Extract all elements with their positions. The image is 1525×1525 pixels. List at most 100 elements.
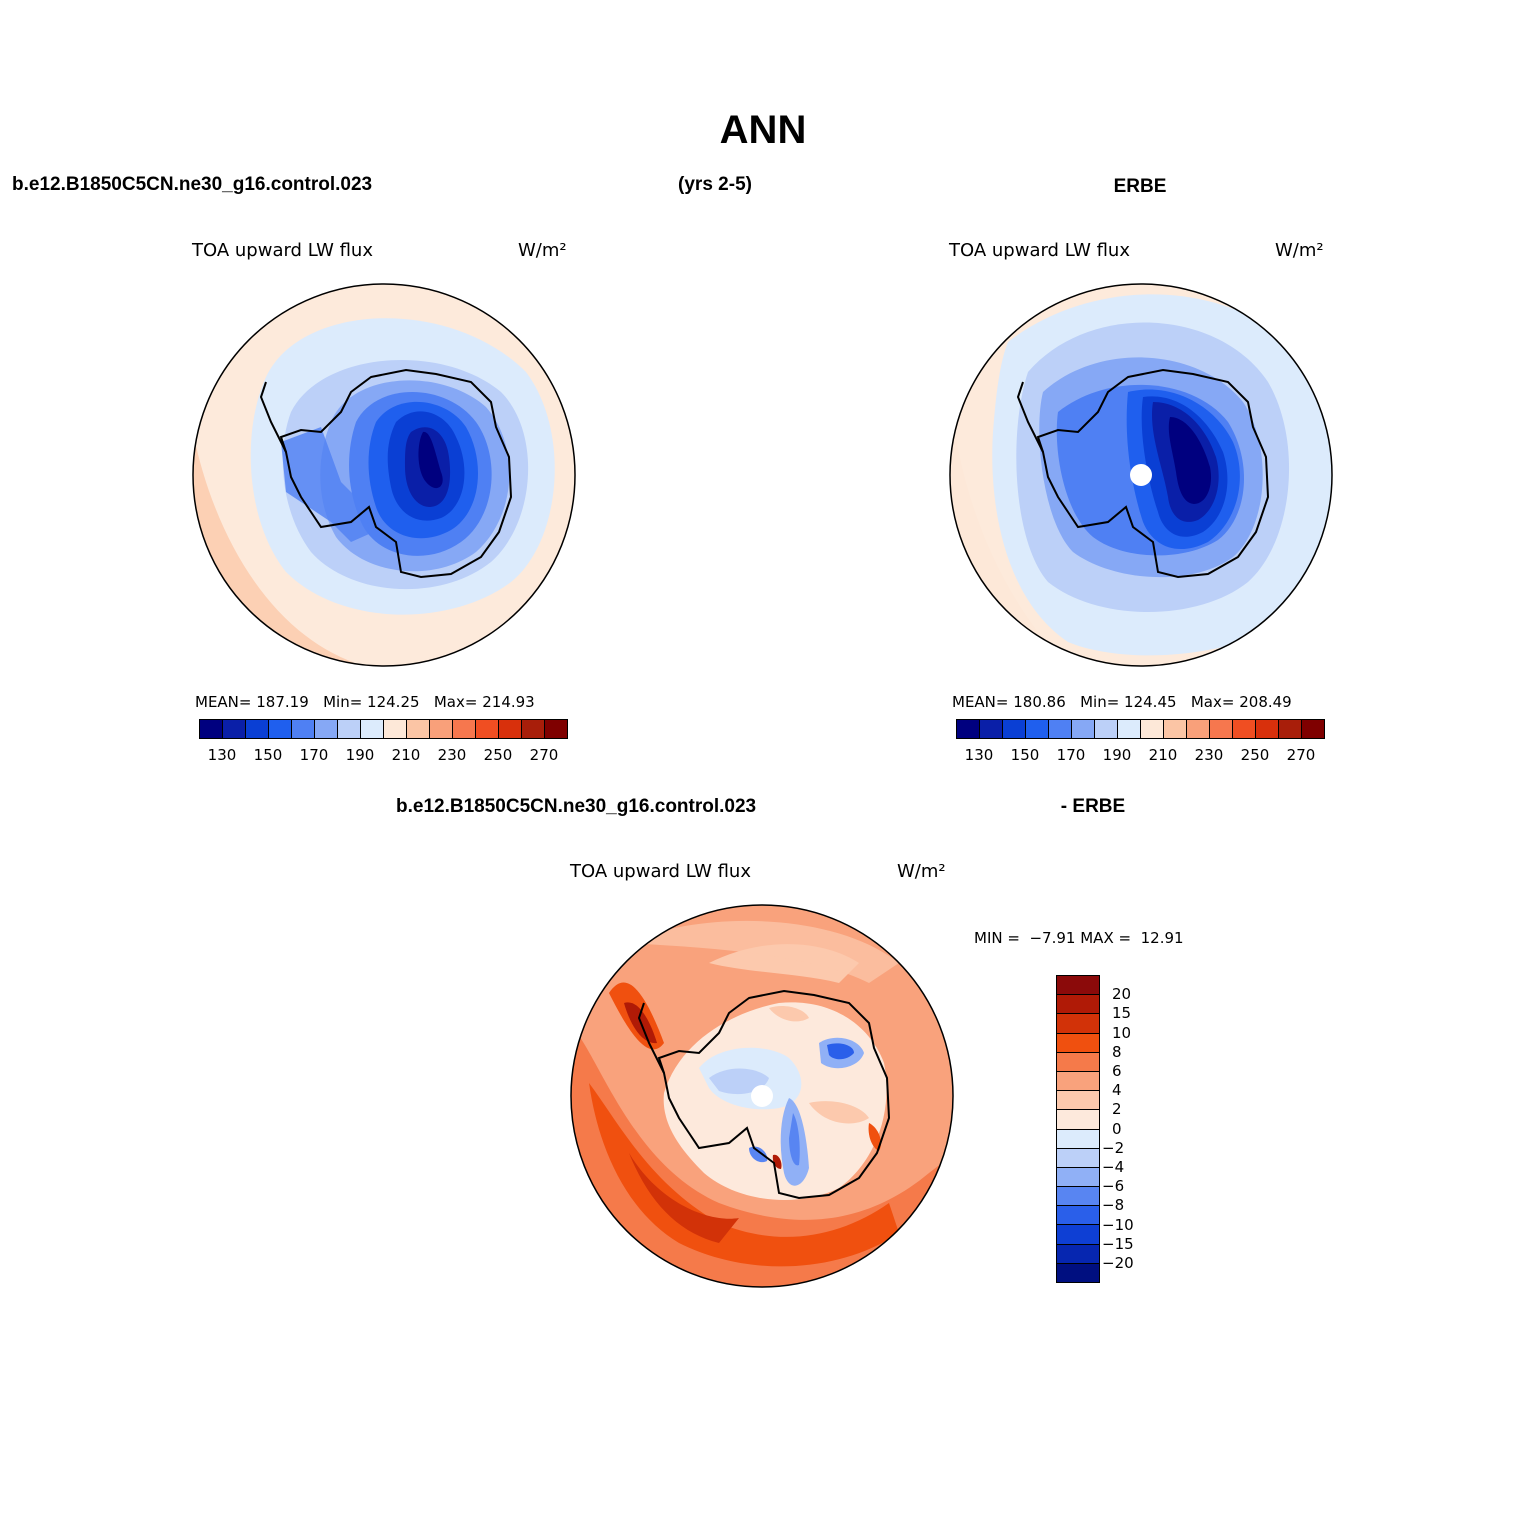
colorbar-tick-label: 150 xyxy=(1010,746,1040,764)
diff-min-value: −7.91 xyxy=(1029,929,1076,947)
colorbar-tick-label: 4 xyxy=(1112,1081,1122,1100)
colorbar-swatch xyxy=(1057,1052,1099,1072)
colorbar-tick-label: 170 xyxy=(299,746,329,764)
colorbar-swatch xyxy=(1057,1225,1099,1245)
colorbar-tick-label: −6 xyxy=(1102,1177,1125,1196)
colorbar-swatch xyxy=(430,720,453,738)
diff-stats: MIN = −7.91 MAX = 12.91 xyxy=(974,929,1184,947)
colorbar-tick-label: 2 xyxy=(1112,1100,1122,1119)
colorbar-swatch xyxy=(1118,720,1141,738)
diff-units-label: W/m² xyxy=(897,861,946,882)
colorbar-swatch xyxy=(1049,720,1072,738)
model-mean-label: MEAN= xyxy=(195,693,252,711)
colorbar-tick-label: 170 xyxy=(1056,746,1086,764)
colorbar-tick-label: 230 xyxy=(437,746,467,764)
colorbar-swatch xyxy=(453,720,476,738)
colorbar-swatch xyxy=(200,720,223,738)
colorbar-swatch xyxy=(1057,1110,1099,1130)
colorbar-swatch xyxy=(1003,720,1026,738)
colorbar-swatch xyxy=(1256,720,1279,738)
colorbar-swatch xyxy=(1057,1014,1099,1034)
obs-variable-label: TOA upward LW flux xyxy=(949,240,1130,261)
model-colorbar xyxy=(199,719,568,739)
colorbar-swatch xyxy=(476,720,499,738)
colorbar-swatch xyxy=(522,720,545,738)
model-mean-value: 187.19 xyxy=(256,693,309,711)
colorbar-tick-label: 6 xyxy=(1112,1062,1122,1080)
diff-min-label: MIN = xyxy=(974,929,1020,947)
colorbar-tick-label: 8 xyxy=(1112,1042,1122,1061)
colorbar-swatch xyxy=(384,720,407,738)
model-max-value: 214.93 xyxy=(482,693,535,711)
colorbar-swatch xyxy=(1057,1129,1099,1149)
diff-variable-label: TOA upward LW flux xyxy=(570,861,751,882)
figure-title: ANN xyxy=(719,108,807,152)
diff-polar-map xyxy=(570,904,954,1288)
colorbar-swatch xyxy=(361,720,384,738)
colorbar-tick-label: 250 xyxy=(483,746,513,764)
colorbar-swatch xyxy=(1057,1206,1099,1226)
model-min-label: Min= xyxy=(323,693,363,711)
model-stats: MEAN= 187.19 Min= 124.25 Max= 214.93 xyxy=(195,693,535,711)
colorbar-swatch xyxy=(407,720,430,738)
colorbar-swatch xyxy=(1233,720,1256,738)
colorbar-swatch xyxy=(1057,1244,1099,1264)
model-max-label: Max= xyxy=(433,693,478,711)
colorbar-tick-label: 270 xyxy=(529,746,559,764)
diff-max-label: MAX = xyxy=(1080,929,1132,947)
obs-min-label: Min= xyxy=(1080,693,1120,711)
colorbar-swatch xyxy=(499,720,522,738)
obs-mean-label: MEAN= xyxy=(952,693,1009,711)
colorbar-swatch xyxy=(223,720,246,738)
case-name-label: b.e12.B1850C5CN.ne30_g16.control.023 xyxy=(12,174,373,195)
model-min-value: 124.25 xyxy=(367,693,420,711)
obs-min-value: 124.45 xyxy=(1124,693,1177,711)
obs-units-label: W/m² xyxy=(1275,240,1324,261)
colorbar-swatch xyxy=(1141,720,1164,738)
obs-polar-map xyxy=(949,283,1333,667)
colorbar-tick-label: −20 xyxy=(1102,1254,1134,1272)
colorbar-tick-label: −15 xyxy=(1102,1234,1134,1253)
colorbar-swatch xyxy=(315,720,338,738)
colorbar-swatch xyxy=(1279,720,1302,738)
colorbar-tick-label: 210 xyxy=(391,746,421,764)
colorbar-swatch xyxy=(1187,720,1210,738)
colorbar-swatch xyxy=(1302,720,1324,738)
colorbar-swatch xyxy=(1057,976,1099,996)
colorbar-swatch xyxy=(957,720,980,738)
colorbar-tick-label: 0 xyxy=(1112,1119,1122,1138)
model-variable-label: TOA upward LW flux xyxy=(192,240,373,261)
colorbar-swatch xyxy=(1057,1187,1099,1207)
colorbar-tick-label: −2 xyxy=(1102,1138,1125,1157)
colorbar-tick-label: 270 xyxy=(1286,746,1316,764)
colorbar-tick-label: −4 xyxy=(1102,1158,1125,1176)
colorbar-swatch xyxy=(1057,1071,1099,1092)
obs-name-label: ERBE xyxy=(1113,176,1167,197)
colorbar-swatch xyxy=(1057,1033,1099,1053)
colorbar-swatch xyxy=(980,720,1003,738)
colorbar-swatch xyxy=(1164,720,1187,738)
colorbar-swatch xyxy=(1057,1091,1099,1111)
colorbar-tick-label: −10 xyxy=(1102,1215,1134,1234)
obs-max-label: Max= xyxy=(1190,693,1235,711)
model-polar-map xyxy=(192,283,576,667)
colorbar-tick-label: 150 xyxy=(253,746,283,764)
colorbar-swatch xyxy=(1057,1263,1099,1282)
colorbar-tick-label: 20 xyxy=(1112,985,1132,1004)
diff-case-label: b.e12.B1850C5CN.ne30_g16.control.023 xyxy=(396,796,757,817)
obs-mean-value: 180.86 xyxy=(1013,693,1066,711)
colorbar-swatch xyxy=(545,720,567,738)
colorbar-swatch xyxy=(1026,720,1049,738)
colorbar-tick-label: 10 xyxy=(1112,1023,1132,1042)
colorbar-swatch xyxy=(1072,720,1095,738)
colorbar-tick-label: −8 xyxy=(1102,1196,1125,1215)
colorbar-swatch xyxy=(338,720,361,738)
obs-colorbar xyxy=(956,719,1325,739)
colorbar-swatch xyxy=(1057,1167,1099,1188)
diff-colorbar xyxy=(1056,975,1100,1283)
colorbar-swatch xyxy=(269,720,292,738)
colorbar-swatch xyxy=(1210,720,1233,738)
diff-max-value: 12.91 xyxy=(1140,929,1184,947)
colorbar-swatch xyxy=(1057,995,1099,1015)
colorbar-tick-label: 250 xyxy=(1240,746,1270,764)
